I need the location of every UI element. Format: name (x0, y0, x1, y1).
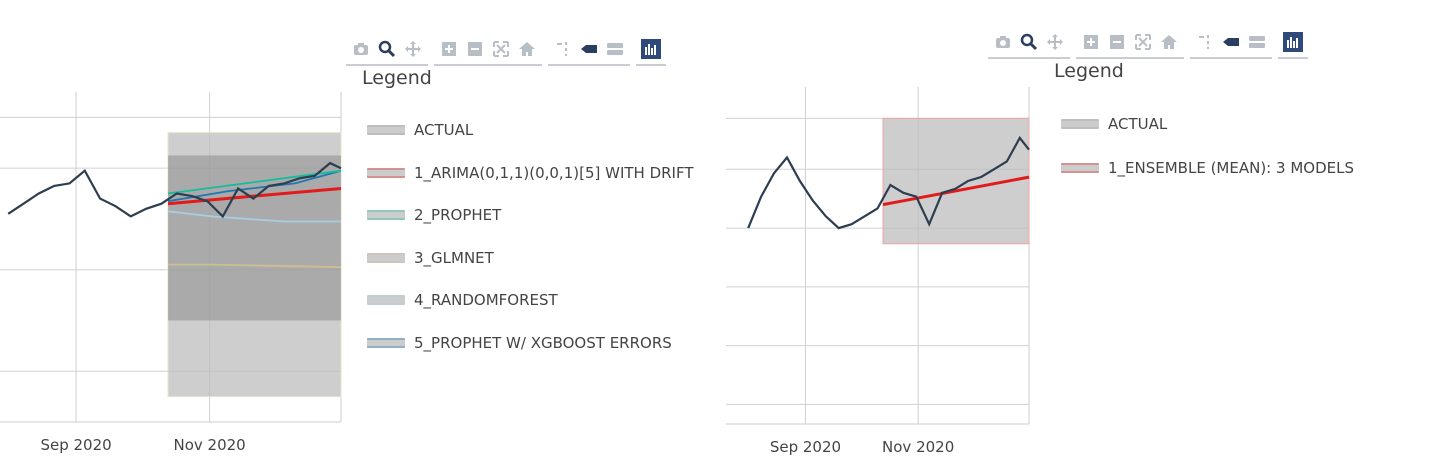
legend-swatch (1061, 119, 1099, 129)
pan-icon[interactable] (402, 38, 424, 60)
zoom-icon[interactable] (376, 38, 398, 60)
legend-swatch (1061, 163, 1099, 173)
legend-label: 4_RANDOMFOREST (414, 291, 558, 309)
zoom-in-icon[interactable] (438, 38, 460, 60)
legend-item[interactable]: 1_ARIMA(0,1,1)(0,0,1)[5] WITH DRIFT (367, 164, 694, 182)
legend-swatch (367, 125, 405, 135)
legend-item[interactable]: ACTUAL (1061, 115, 1167, 133)
series-line[interactable] (882, 175, 1030, 207)
series-line[interactable] (167, 187, 342, 206)
legend-swatch (367, 337, 405, 348)
zoom-in-icon[interactable] (1080, 31, 1102, 53)
hover-compare-icon[interactable] (1246, 31, 1268, 53)
hover-closest-icon[interactable] (578, 38, 600, 60)
spike-lines-icon[interactable] (552, 38, 574, 60)
series-line[interactable] (7, 161, 342, 219)
zoom-out-icon[interactable] (464, 38, 486, 60)
forecast-inner-band (168, 155, 341, 321)
legend-item[interactable]: 5_PROPHET W/ XGBOOST ERRORS (367, 334, 672, 352)
modebar-group (1278, 31, 1308, 59)
legend-item[interactable]: ACTUAL (367, 121, 473, 139)
hover-closest-icon[interactable] (1220, 31, 1242, 53)
right-legend-title: Legend (1054, 60, 1124, 82)
left-legend-title: Legend (362, 67, 432, 89)
left-plot[interactable]: Sep 2020 Nov 2020 (0, 0, 716, 473)
legend-label: 5_PROPHET W/ XGBOOST ERRORS (414, 333, 672, 352)
reset-axes-icon[interactable] (1158, 31, 1180, 53)
right-chart-panel: Sep 2020 Nov 2020 Legend ACTUAL 1_ENSEMBLE… (716, 0, 1433, 473)
x-tick-label: Nov 2020 (174, 436, 246, 454)
modebar-group (434, 38, 542, 66)
left-chart-panel: Sep 2020 Nov 2020 Legend ACTUAL 1_ARIMA(0,… (0, 0, 716, 473)
right-plot[interactable]: Sep 2020 Nov 2020 (716, 0, 1433, 473)
legend-swatch (367, 167, 405, 178)
camera-icon[interactable] (992, 31, 1014, 53)
x-tick-label: Nov 2020 (882, 438, 954, 456)
hover-compare-icon[interactable] (604, 38, 626, 60)
x-tick-label: Sep 2020 (40, 436, 111, 454)
plotly-logo-icon[interactable] (1282, 31, 1304, 53)
legend-item[interactable]: 3_GLMNET (367, 249, 494, 267)
zoom-icon[interactable] (1018, 31, 1040, 53)
modebar-group (636, 38, 666, 66)
autoscale-icon[interactable] (490, 38, 512, 60)
spike-lines-icon[interactable] (1194, 31, 1216, 53)
pan-icon[interactable] (1044, 31, 1066, 53)
legend-label: ACTUAL (1108, 115, 1168, 133)
legend-label: ACTUAL (414, 121, 474, 139)
zoom-out-icon[interactable] (1106, 31, 1128, 53)
modebar-group (1190, 31, 1272, 59)
legend-label: 3_GLMNET (414, 248, 494, 267)
camera-icon[interactable] (350, 38, 372, 60)
legend-item[interactable]: 4_RANDOMFOREST (367, 291, 558, 309)
series-line[interactable] (747, 135, 1030, 230)
series-line[interactable] (167, 210, 341, 223)
legend-swatch (367, 295, 405, 305)
modebar-group (548, 38, 630, 66)
modebar-group (346, 38, 428, 66)
autoscale-icon[interactable] (1132, 31, 1154, 53)
legend-swatch (367, 252, 405, 263)
legend-label: 1_ENSEMBLE (MEAN): 3 MODELS (1108, 159, 1354, 177)
right-modebar (988, 31, 1308, 59)
series-line[interactable] (167, 169, 342, 195)
left-modebar (346, 38, 666, 66)
legend-label: 1_ARIMA(0,1,1)(0,0,1)[5] WITH DRIFT (414, 163, 694, 182)
legend-label: 2_PROPHET (414, 206, 502, 224)
series-line[interactable] (168, 263, 342, 269)
reset-axes-icon[interactable] (516, 38, 538, 60)
modebar-group (988, 31, 1070, 59)
modebar-group (1076, 31, 1184, 59)
legend-item[interactable]: 2_PROPHET (367, 206, 501, 224)
legend-item[interactable]: 1_ENSEMBLE (MEAN): 3 MODELS (1061, 159, 1354, 177)
series-line[interactable] (167, 169, 342, 203)
legend-swatch (367, 210, 405, 220)
plotly-logo-icon[interactable] (640, 38, 662, 60)
x-tick-label: Sep 2020 (770, 438, 841, 456)
